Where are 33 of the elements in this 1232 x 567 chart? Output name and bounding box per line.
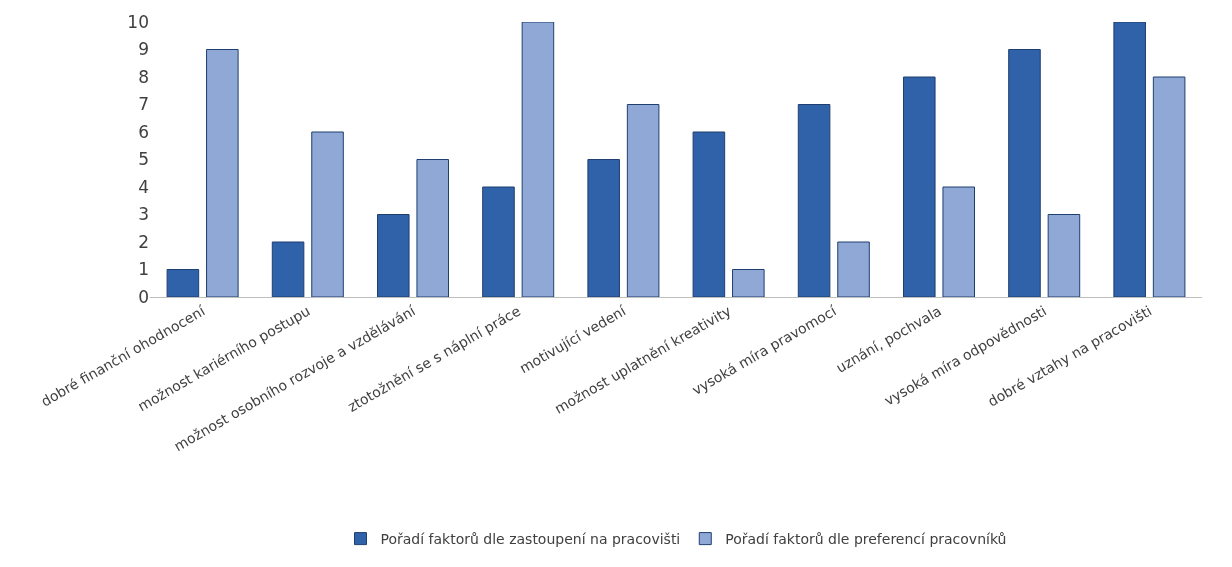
y-tick-label: 5 <box>138 149 149 170</box>
y-tick-label: 10 <box>127 11 149 32</box>
bar <box>626 104 660 297</box>
bar <box>692 131 726 297</box>
y-tick-label: 8 <box>138 66 149 87</box>
bar <box>271 241 305 297</box>
legend-label: Pořadí faktorů dle preferencí pracovníků <box>725 531 1007 548</box>
bar <box>166 269 200 297</box>
bar <box>311 131 344 297</box>
bar <box>416 159 450 297</box>
bar <box>1152 76 1186 297</box>
bar <box>521 22 555 297</box>
bar <box>942 186 976 297</box>
y-tick-label: 1 <box>138 259 149 280</box>
y-tick-label: 6 <box>138 121 149 142</box>
legend-label: Pořadí faktorů dle zastoupení na pracovišti <box>380 531 681 548</box>
bar <box>377 214 410 297</box>
y-tick-label: 4 <box>138 176 149 197</box>
bar <box>482 186 515 297</box>
y-tick-label: 7 <box>138 94 149 115</box>
bar <box>732 269 765 297</box>
bar <box>837 241 870 297</box>
bar <box>206 49 239 297</box>
bar <box>797 104 831 297</box>
bar <box>1047 214 1081 297</box>
bar <box>587 159 620 297</box>
bar <box>1113 22 1146 297</box>
bar <box>903 76 936 297</box>
y-tick-label: 2 <box>138 231 149 252</box>
y-tick-label: 0 <box>138 286 149 307</box>
bar <box>1008 49 1041 297</box>
y-tick-label: 3 <box>138 204 149 225</box>
y-tick-label: 9 <box>138 39 149 60</box>
